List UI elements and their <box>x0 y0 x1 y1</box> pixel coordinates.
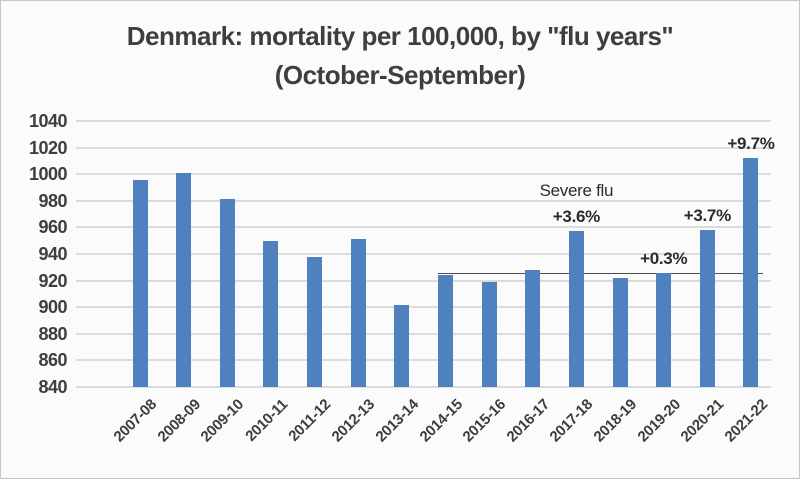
y-axis-label-1020: 1020 <box>28 137 68 158</box>
bar-2010-11 <box>263 240 279 387</box>
annotation: Severe flu <box>539 181 614 201</box>
chart-title-line1: Denmark: mortality per 100,000, by "flu … <box>126 21 674 51</box>
x-axis-label-2010-11: 2010-11 <box>242 396 291 445</box>
x-axis-label-2016-17: 2016-17 <box>503 396 553 446</box>
gridline-980 <box>76 199 771 202</box>
x-axis-label-2011-12: 2011-12 <box>285 396 335 445</box>
y-axis-label-920: 920 <box>38 270 67 291</box>
annotation: +3.7% <box>683 206 731 226</box>
gridline-880 <box>76 332 771 335</box>
y-axis-label-1040: 1040 <box>28 111 68 131</box>
x-axis-label-2021-22: 2021-22 <box>721 396 771 446</box>
annotation: +0.3% <box>640 248 688 268</box>
bar-2012-13 <box>350 239 366 387</box>
chart-title-line2: (October-September) <box>274 60 526 90</box>
gridline-900 <box>76 306 771 309</box>
gridline-1040 <box>76 120 771 122</box>
y-axis-label-1000: 1000 <box>28 164 68 185</box>
bar-2007-08 <box>132 179 148 387</box>
bar-2011-12 <box>307 256 323 387</box>
x-axis-label-2007-08: 2007-08 <box>110 396 161 446</box>
y-axis-label-860: 860 <box>38 350 67 371</box>
bar-2015-16 <box>481 281 497 387</box>
gridline-960 <box>76 226 771 229</box>
x-axis-label-2017-18: 2017-18 <box>546 396 597 446</box>
y-axis-label-880: 880 <box>38 323 67 344</box>
annotation: +3.6% <box>552 207 600 227</box>
bar-2016-17 <box>525 269 541 387</box>
gridline-1000 <box>76 173 771 176</box>
y-axis-label-960: 960 <box>38 217 67 238</box>
y-axis-label-980: 980 <box>38 190 67 211</box>
gridline-840 <box>76 386 771 388</box>
bar-2009-10 <box>219 199 235 387</box>
x-axis-label-2018-19: 2018-19 <box>590 396 641 446</box>
x-axis-label-2015-16: 2015-16 <box>459 396 510 446</box>
x-axis-label-2020-21: 2020-21 <box>677 396 728 446</box>
bar-2019-20 <box>656 272 672 387</box>
gridline-920 <box>76 279 771 282</box>
bar-2008-09 <box>176 172 192 387</box>
chart-title: Denmark: mortality per 100,000, by "flu … <box>1 17 799 95</box>
x-axis-label-2009-10: 2009-10 <box>197 396 248 446</box>
x-axis-label-2008-09: 2008-09 <box>154 396 204 446</box>
bar-2014-15 <box>437 275 453 387</box>
gridline-1020 <box>76 146 771 149</box>
reference-line <box>437 272 764 275</box>
gridline-940 <box>76 253 771 255</box>
y-axis-label-900: 900 <box>38 297 67 318</box>
x-axis-label-2019-20: 2019-20 <box>634 396 684 446</box>
x-axis-label-2014-15: 2014-15 <box>416 396 466 446</box>
bar-2020-21 <box>699 230 715 387</box>
bar-2018-19 <box>612 277 628 387</box>
bar-2021-22 <box>743 158 759 387</box>
x-axis-label-2012-13: 2012-13 <box>328 396 379 446</box>
gridline-860 <box>76 359 771 362</box>
x-axis-label-2013-14: 2013-14 <box>372 396 422 446</box>
y-axis-label-940: 940 <box>38 244 67 264</box>
annotation: +9.7% <box>727 134 775 154</box>
y-axis-label-840: 840 <box>38 377 67 397</box>
bar-2013-14 <box>394 304 410 387</box>
bar-2017-18 <box>568 231 584 387</box>
